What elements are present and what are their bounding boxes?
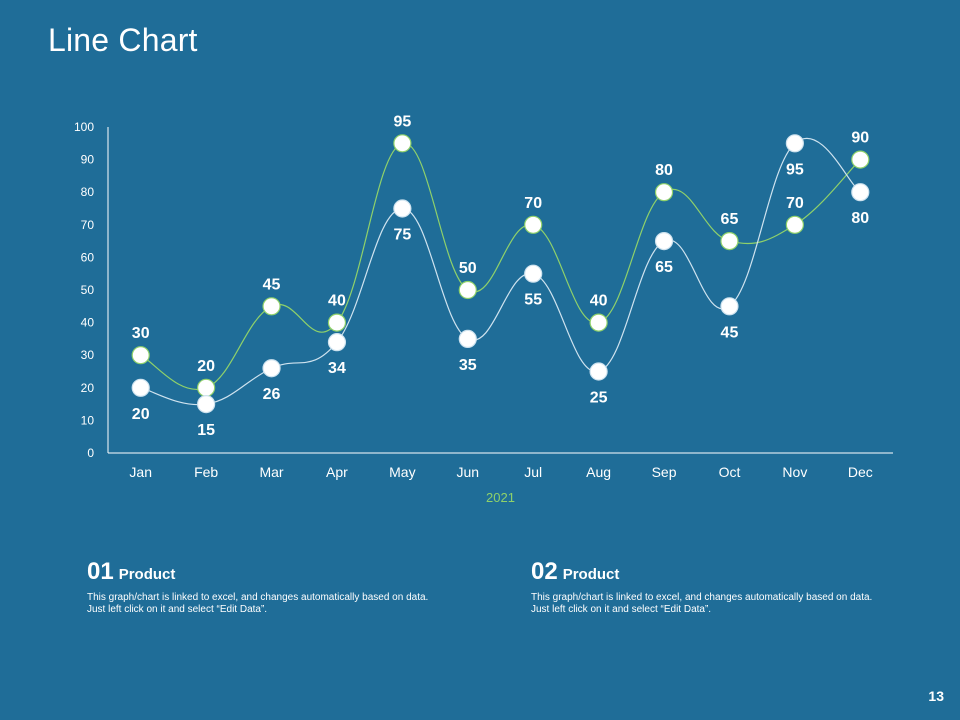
y-tick-label: 80 <box>81 185 95 199</box>
x-tick-label: Mar <box>259 464 283 480</box>
data-labels: 30 20 45 40 95 50 70 40 80 65 70 90 20 15 26 34 75 35 55 25… <box>132 113 869 439</box>
line-chart: 0 10 20 30 40 50 60 70 80 90 100 Jan Feb Mar Apr May Ju… <box>74 113 893 505</box>
series-lines <box>140 137 861 406</box>
product-name: Product <box>118 566 176 583</box>
series-1-data-label: 45 <box>263 276 281 293</box>
series-1-point <box>524 215 543 234</box>
series-2-data-label: 26 <box>263 386 281 403</box>
series-1-point <box>785 215 804 234</box>
series-2-data-label: 34 <box>328 360 346 377</box>
series-2-point <box>327 333 347 352</box>
series-2-point <box>458 329 477 348</box>
series-1-data-label: 80 <box>655 162 673 179</box>
x-tick-label: Jun <box>457 464 480 480</box>
series-1-data-label: 30 <box>132 325 150 342</box>
x-tick-label: Oct <box>719 464 741 480</box>
series-2-point <box>785 134 804 153</box>
x-tick-label: Aug <box>586 464 611 480</box>
series-1-point <box>262 297 281 316</box>
product-description: This graph/chart is linked to excel, and… <box>87 592 429 615</box>
series-points <box>131 134 870 414</box>
series-1-data-label: 70 <box>524 195 542 212</box>
series-2-data-label: 25 <box>590 390 608 407</box>
y-tick-label: 60 <box>81 250 95 264</box>
y-tick-label: 10 <box>81 413 95 427</box>
product-description: This graph/chart is linked to excel, and… <box>531 592 873 615</box>
y-tick-label: 90 <box>81 153 95 167</box>
series-1-data-label: 50 <box>459 260 477 277</box>
y-tick-label: 0 <box>87 446 94 460</box>
series-1-data-label: 65 <box>721 211 739 228</box>
series-2-point <box>851 183 870 202</box>
y-tick-label: 70 <box>81 218 95 232</box>
x-tick-label: May <box>389 464 415 480</box>
series-2-data-label: 20 <box>132 406 150 423</box>
series-2-point <box>262 359 281 378</box>
y-tick-label: 100 <box>74 120 94 134</box>
y-tick-label: 40 <box>81 316 95 330</box>
y-tick-label: 30 <box>81 348 95 362</box>
series-2-data-label: 15 <box>197 422 215 439</box>
x-tick-label: Feb <box>194 464 218 480</box>
product-number: 02 <box>531 558 558 585</box>
series-2-point <box>720 297 739 316</box>
series-1-data-label: 95 <box>393 113 411 130</box>
series-2-data-label: 45 <box>721 324 739 341</box>
series-2-data-label: 80 <box>851 210 869 227</box>
series-2-data-label: 55 <box>524 292 542 309</box>
series-2-point <box>197 395 216 414</box>
series-1-point <box>720 232 739 251</box>
series-1-data-label: 20 <box>197 358 215 375</box>
series-2-point <box>654 232 674 251</box>
x-tick-label: Jul <box>524 464 542 480</box>
x-tick-label: Dec <box>848 464 873 480</box>
series-line-2 <box>140 137 861 406</box>
product-card-02: 02 Product This graph/chart is linked to… <box>531 558 891 616</box>
series-line-1 <box>140 142 861 391</box>
series-2-point <box>393 199 412 218</box>
series-2-point <box>524 264 543 283</box>
series-2-data-label: 75 <box>393 227 411 244</box>
slide-title: Line Chart <box>48 22 198 58</box>
series-1-point <box>458 280 477 300</box>
series-1-point <box>654 183 674 202</box>
product-name: Product <box>562 566 620 583</box>
series-1-point <box>851 150 870 169</box>
series-1-point <box>327 313 347 332</box>
series-1-data-label: 70 <box>786 195 804 212</box>
x-tick-label: Jan <box>129 464 152 480</box>
x-tick-label: Sep <box>652 464 677 480</box>
series-1-point <box>589 313 608 332</box>
y-axis: 0 10 20 30 40 50 60 70 80 90 100 <box>74 120 109 460</box>
x-axis: Jan Feb Mar Apr May Jun Jul Aug Sep Oct Nov Dec <box>108 452 893 480</box>
x-tick-label: Nov <box>782 464 807 480</box>
series-1-point <box>131 346 150 365</box>
series-2-point <box>131 378 150 397</box>
x-axis-title: 2021 <box>486 490 515 505</box>
series-2-data-label: 65 <box>655 259 673 276</box>
series-1-point <box>393 134 412 153</box>
series-2-point <box>589 362 608 381</box>
series-1-data-label: 40 <box>590 293 608 310</box>
product-card-01: 01 Product This graph/chart is linked to… <box>87 558 447 616</box>
x-tick-label: Apr <box>326 464 348 480</box>
series-2-data-label: 35 <box>459 357 477 374</box>
series-1-data-label: 40 <box>328 293 346 310</box>
y-tick-label: 20 <box>81 381 95 395</box>
series-1-data-label: 90 <box>851 130 869 147</box>
series-2-data-label: 95 <box>786 161 804 178</box>
page-number: 13 <box>928 688 944 704</box>
series-1-point <box>197 378 216 397</box>
product-number: 01 <box>87 558 114 585</box>
y-tick-label: 50 <box>81 283 95 297</box>
